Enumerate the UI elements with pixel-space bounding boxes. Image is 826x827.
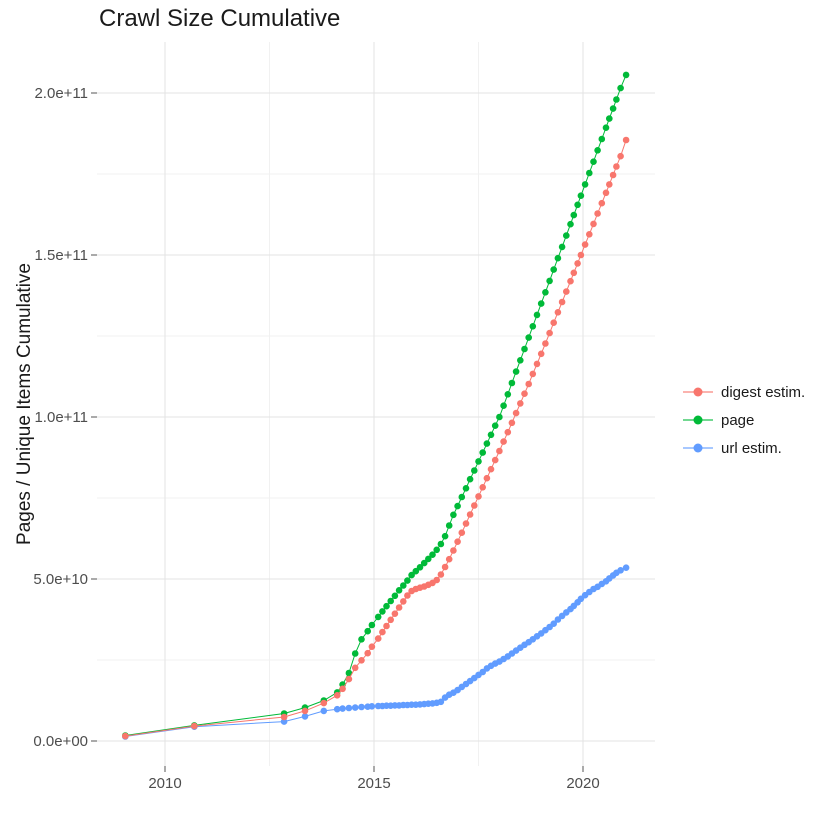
y-axis-title: Pages / Unique Items Cumulative <box>14 263 35 545</box>
legend-key-icon <box>683 387 713 397</box>
legend-item: page <box>682 406 805 434</box>
major-gridlines <box>97 42 655 766</box>
legend-item: url estim. <box>682 434 805 462</box>
legend-label: digest estim. <box>721 383 806 401</box>
y-tick-label: 0.0e+00 <box>33 733 88 750</box>
x-tick-label: 2010 <box>148 775 181 792</box>
chart-title: Crawl Size Cumulative <box>99 5 341 32</box>
legend-key-icon <box>683 415 713 425</box>
legend-label: page <box>721 411 755 429</box>
legend-label: url estim. <box>721 439 782 457</box>
y-tick-label: 1.0e+11 <box>34 409 88 426</box>
legend-item: digest estim. <box>682 378 805 406</box>
legend: digest estim. page url estim. <box>682 378 805 462</box>
axis-ticks <box>91 92 584 772</box>
series-digest-estim- <box>122 136 630 740</box>
y-tick-label: 5.0e+10 <box>33 571 88 588</box>
minor-gridlines <box>97 42 655 766</box>
x-tick-label: 2020 <box>566 775 599 792</box>
y-tick-label: 2.0e+11 <box>34 85 88 102</box>
series-url-estim- <box>122 564 630 740</box>
legend-key-icon <box>683 443 713 453</box>
axis-tick-labels: 0.0e+00 5.0e+10 1.0e+11 1.5e+11 2.0e+11 2010 2… <box>33 85 599 792</box>
x-tick-label: 2015 <box>357 775 390 792</box>
y-tick-label: 1.5e+11 <box>34 247 88 264</box>
